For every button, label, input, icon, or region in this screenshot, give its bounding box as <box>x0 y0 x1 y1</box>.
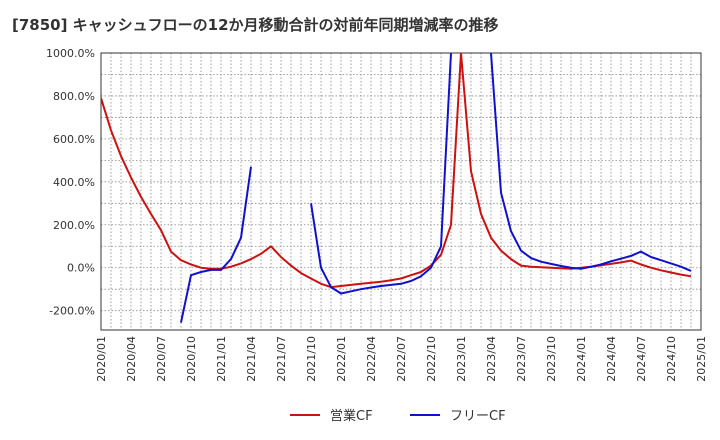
y-tick-label: 0.0% <box>67 262 95 275</box>
plot-border <box>100 52 702 331</box>
legend: 営業CF フリーCF <box>290 408 506 424</box>
x-tick-label: 2020/10 <box>185 336 198 382</box>
x-tick-label: 2021/01 <box>215 336 228 382</box>
x-tick-label: 2021/07 <box>275 336 288 382</box>
series-line-free-cf <box>180 166 252 323</box>
x-tick-label: 2022/07 <box>395 336 408 382</box>
x-tick-label: 2025/01 <box>695 336 708 382</box>
legend-eigyo-cf-label: 営業CF <box>330 408 373 424</box>
x-tick-label: 2023/07 <box>515 336 528 382</box>
y-tick-label: 400.0% <box>53 176 95 189</box>
y-tick-label: 1000.0% <box>46 47 95 60</box>
x-tick-label: 2020/01 <box>95 336 108 382</box>
x-tick-label: 2023/01 <box>455 336 468 382</box>
series <box>101 53 692 323</box>
x-tick-label: 2024/10 <box>665 336 678 382</box>
x-tick-label: 2022/04 <box>365 336 378 382</box>
x-tick-label: 2020/04 <box>125 336 138 382</box>
y-tick-label: 800.0% <box>53 90 95 103</box>
x-tick-label: 2021/10 <box>305 336 318 382</box>
x-tick-label: 2024/07 <box>635 336 648 382</box>
x-tick-label: 2023/10 <box>545 336 558 382</box>
chart-title: [7850] キャッシュフローの12か月移動合計の対前年同期増減率の推移 <box>12 16 499 34</box>
series-line-free-cf <box>490 53 692 272</box>
axes: 1000.0% 800.0% 600.0% 400.0% 200.0% 0.0% -200.… <box>46 47 708 382</box>
x-tick-label: 2022/10 <box>425 336 438 382</box>
x-tick-label: 2022/01 <box>335 336 348 382</box>
y-tick-label: -200.0% <box>49 305 95 318</box>
x-tick-label: 2020/07 <box>155 336 168 382</box>
x-tick-label: 2023/04 <box>485 336 498 382</box>
x-tick-label: 2021/04 <box>245 336 258 382</box>
x-tick-label: 2024/01 <box>575 336 588 382</box>
y-tick-label: 200.0% <box>53 219 95 232</box>
x-tick-label: 2024/04 <box>605 336 618 382</box>
legend-free-cf-label: フリーCF <box>450 409 506 424</box>
y-tick-label: 600.0% <box>53 133 95 146</box>
grid <box>100 52 702 330</box>
series-line-free-cf <box>310 53 452 295</box>
